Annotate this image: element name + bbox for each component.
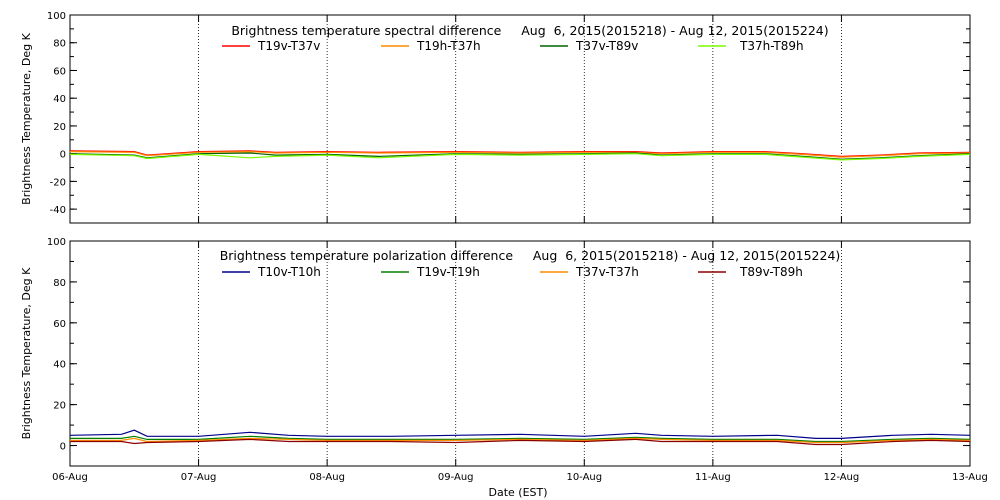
y-tick-label: 20 [53,401,66,412]
series-line [70,435,971,443]
x-tick-label: 06-Aug [52,472,88,483]
series-line [70,437,971,444]
chart-title: Brightness temperature polarization diff… [220,248,841,263]
x-axis-title: Date (EST) [488,486,547,499]
chart-title: Brightness temperature spectral differen… [231,23,828,38]
legend-label: T37v-T37h [575,265,639,279]
legend-label: T89v-T89h [739,265,803,279]
y-tick-label: 40 [53,94,66,105]
y-tick-label: 0 [60,442,66,453]
series-line [69,150,971,158]
plot-frame [69,240,971,467]
x-tick-label: 09-Aug [438,472,474,483]
series-line [69,150,971,158]
y-tick-label: 60 [53,319,66,330]
series-line [69,152,971,160]
x-tick-label: 07-Aug [181,472,217,483]
y-tick-label: -40 [50,205,66,216]
legend-label: T19v-T37v [257,39,320,53]
legend-label: T37h-T89h [739,39,804,53]
legend-label: T19h-T37h [416,39,481,53]
y-axis-title: Brightness Temperature, Deg K [20,267,33,439]
y-tick-label: 60 [53,66,66,77]
x-tick-label: 11-Aug [695,472,731,483]
y-tick-label: 80 [53,39,66,50]
series-line [69,429,971,439]
y-tick-label: 20 [53,122,66,133]
y-axis-title: Brightness Temperature, Deg K [20,32,33,204]
plot-frame [69,14,971,224]
legend-label: T19v-T19h [416,265,480,279]
x-tick-label: 10-Aug [566,472,602,483]
legend-label: T37v-T89v [575,39,638,53]
y-tick-label: 40 [53,360,66,371]
y-tick-label: 100 [47,237,66,248]
y-tick-label: 0 [60,150,66,161]
y-tick-label: 100 [47,11,66,22]
x-tick-label: 12-Aug [824,472,860,483]
legend-label: T10v-T10h [257,265,321,279]
x-tick-label: 13-Aug [952,472,988,483]
x-tick-label: 08-Aug [309,472,345,483]
y-tick-label: -20 [50,177,66,188]
series-line [69,153,971,161]
y-tick-label: 80 [53,278,66,289]
series-line [70,438,971,446]
